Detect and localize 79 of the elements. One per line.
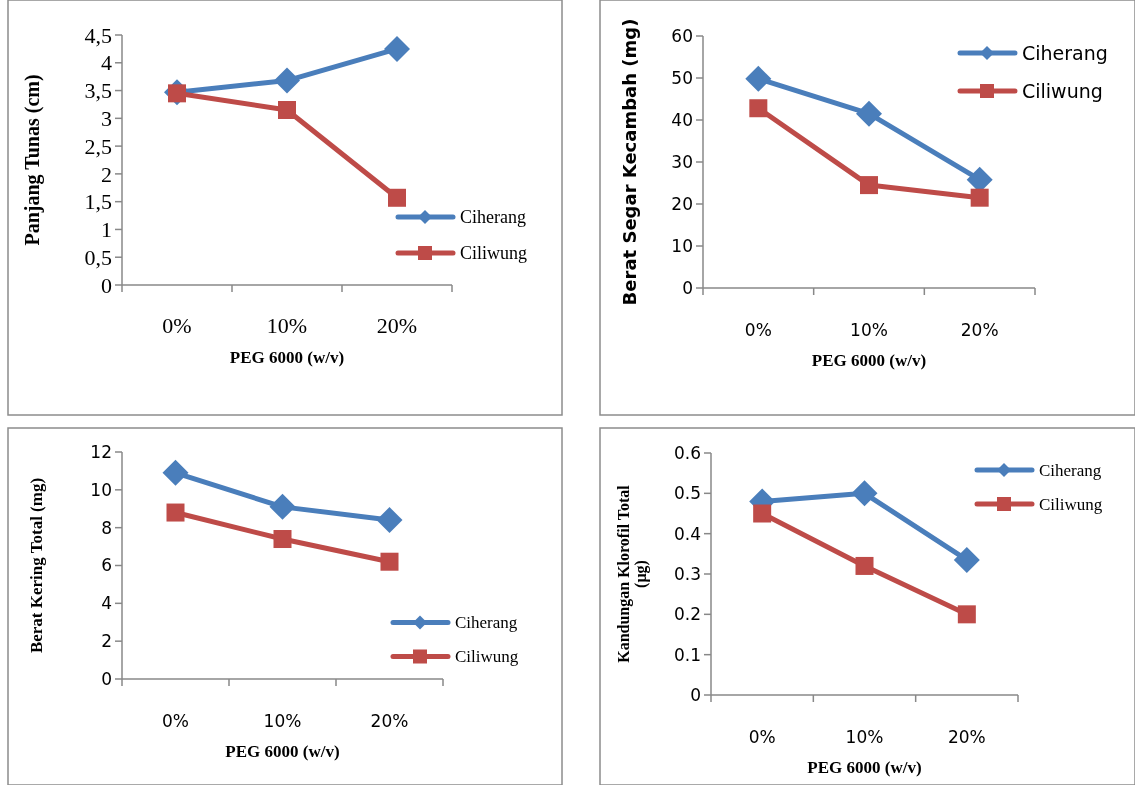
point [855,556,874,575]
y-tick-label: 2 [101,161,112,187]
y-tick-label: 0.2 [673,604,701,625]
x-axis-title: PEG 6000 (w/v) [811,351,927,370]
point [376,507,403,534]
y-tick-label: 10 [90,479,112,500]
y-tick-label: 0 [101,272,112,298]
y-tick-label: 12 [90,441,112,462]
y-tick-label: 40 [671,109,693,130]
y-axis-title: Berat Kering Total (mg) [26,477,46,654]
y-tick-label: 0.3 [673,563,701,584]
x-tick-label: 0% [744,320,772,340]
point [388,188,406,207]
x-tick-label: 10% [845,727,884,747]
point [278,101,296,119]
y-axis-title: Kandungan Klorofil Total (µg) [614,484,651,663]
y-tick-label: 0 [682,277,693,298]
y-tick-label: 50 [671,67,693,88]
point [953,546,980,573]
point [273,530,292,549]
point [745,65,772,92]
x-tick-label: 0% [748,727,776,747]
point [269,493,296,520]
y-tick-label: 0.4 [673,523,701,544]
y-tick-label: 20 [671,193,693,214]
x-tick-label: 0% [162,313,192,338]
legend-label: Ciherang [455,613,518,633]
legend-label: Ciliwung [1039,494,1103,514]
y-tick-label: 0.1 [673,644,701,665]
y-tick-label: 2 [101,631,112,652]
y-tick-label: 4 [101,50,112,76]
point [957,605,976,624]
y-tick-label: 0.5 [673,483,701,504]
point [970,188,989,207]
point [380,552,399,571]
y-tick-label: 0.6 [673,442,701,463]
y-tick-label: 3,5 [84,78,112,104]
x-tick-label: 20% [370,711,409,731]
point [162,459,189,486]
x-axis-title: PEG 6000 (w/v) [807,758,922,777]
x-tick-label: 10% [266,313,308,338]
y-tick-label: 60 [671,25,693,46]
y-axis-title: Panjang Tunas (cm) [21,74,44,246]
y-tick-label: 6 [101,555,112,576]
legend-label: Ciliwung [1022,79,1103,102]
legend-label: Ciherang [1022,41,1108,64]
x-tick-label: 20% [947,727,986,747]
y-tick-label: 8 [101,517,112,538]
y-tick-label: 1 [101,217,112,243]
legend-label: Ciherang [1039,460,1102,480]
point [753,504,772,523]
x-tick-label: 10% [263,711,302,731]
point [856,100,882,127]
x-tick-label: 10% [850,320,888,340]
point [384,35,410,62]
y-tick-label: 2,5 [84,133,112,159]
y-tick-label: 0 [690,684,701,705]
y-tick-label: 30 [671,151,693,172]
y-tick-label: 4,5 [84,22,112,48]
point [166,503,185,522]
y-axis-title: Berat Segar Kecambah (mg) [619,18,641,306]
point [274,67,300,94]
x-tick-label: 0% [162,711,189,731]
y-tick-label: 4 [101,593,112,614]
x-tick-label: 20% [960,320,999,340]
point [749,99,768,118]
y-tick-label: 1,5 [84,189,112,215]
point [851,480,878,507]
y-tick-label: 0,5 [84,244,112,270]
legend-label: Ciherang [460,207,526,228]
x-axis-title: PEG 6000 (w/v) [225,742,340,761]
y-tick-label: 10 [671,235,693,256]
x-axis-title: PEG 6000 (w/v) [229,348,345,367]
legend-label: Ciliwung [460,243,528,264]
y-tick-label: 0 [101,668,112,689]
x-tick-label: 20% [376,313,418,338]
y-tick-label: 3 [101,106,112,132]
point [860,176,878,195]
legend-label: Ciliwung [455,647,519,667]
